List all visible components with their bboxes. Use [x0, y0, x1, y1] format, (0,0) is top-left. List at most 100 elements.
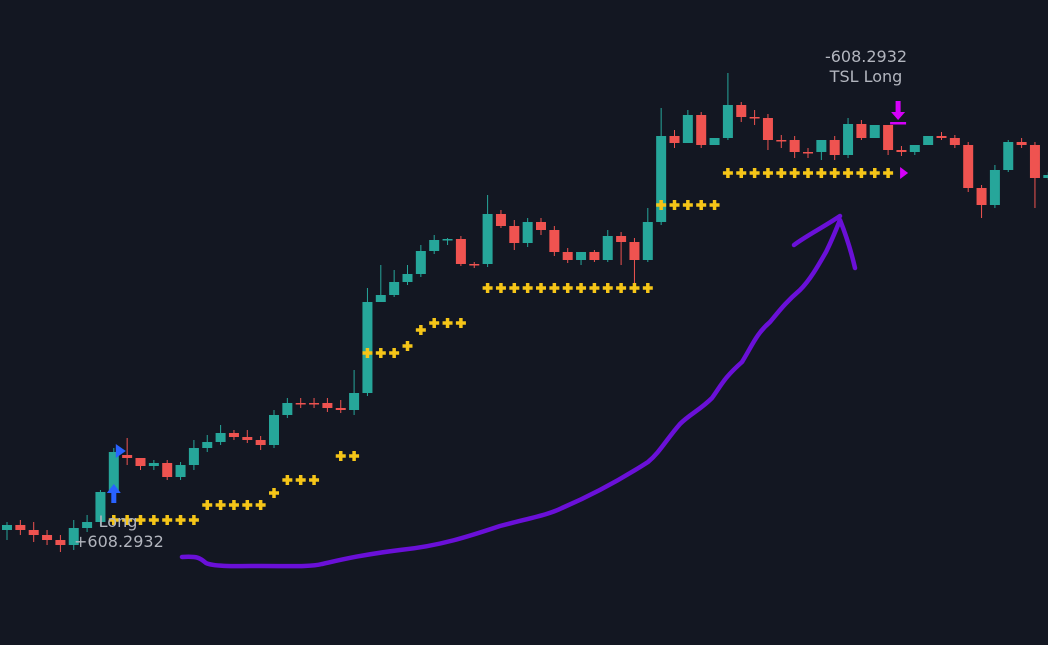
- candle-body: [709, 138, 720, 145]
- candle-body: [789, 140, 800, 152]
- long-entry-text: Long: [98, 512, 138, 531]
- candle: [389, 270, 400, 297]
- stop-marker: [309, 475, 320, 485]
- candle-body: [322, 403, 333, 408]
- stop-marker: [829, 168, 840, 178]
- candle-body: [549, 230, 560, 252]
- stop-marker: [135, 515, 146, 525]
- stop-marker: [495, 283, 506, 293]
- stop-marker: [175, 515, 186, 525]
- stop-marker: [148, 515, 159, 525]
- candle: [629, 238, 640, 285]
- candle-body: [509, 226, 520, 243]
- candle: [642, 208, 653, 262]
- candle: [469, 262, 480, 268]
- candle-body: [482, 214, 493, 264]
- candle-body: [642, 222, 653, 260]
- tsl-exit-arrow-icon: [891, 101, 906, 120]
- stop-marker: [736, 168, 747, 178]
- candle: [1003, 140, 1014, 172]
- stop-marker: [669, 200, 680, 210]
- candle-body: [255, 440, 266, 445]
- candle: [148, 460, 159, 470]
- stop-marker: [642, 283, 653, 293]
- candle: [2, 522, 12, 540]
- candle: [482, 195, 493, 267]
- candle: [215, 425, 226, 445]
- candle-body: [389, 282, 400, 295]
- stop-marker: [362, 348, 373, 358]
- candle: [803, 148, 813, 158]
- stop-marker: [536, 283, 546, 293]
- stop-marker: [883, 168, 894, 178]
- stop-marker: [162, 515, 173, 525]
- candle-body: [616, 236, 627, 242]
- stop-marker: [856, 168, 867, 178]
- candle-body: [55, 540, 66, 545]
- candle-body: [682, 115, 693, 143]
- candle-body: [82, 522, 93, 528]
- stop-marker: [269, 488, 279, 498]
- candle: [963, 142, 974, 192]
- stop-marker: [843, 168, 854, 178]
- signal-markers: [106, 101, 909, 503]
- candle-body: [536, 222, 546, 230]
- stop-marker: [375, 348, 386, 358]
- stop-marker: [442, 318, 453, 328]
- candle-body: [736, 105, 747, 117]
- candle: [135, 458, 146, 470]
- candle-body: [202, 442, 213, 448]
- candle-body: [349, 393, 360, 410]
- candle-body: [215, 433, 226, 442]
- candle: [15, 520, 26, 535]
- candle: [349, 370, 360, 415]
- candle-body: [242, 437, 253, 440]
- candle-body: [856, 124, 867, 138]
- stop-marker: [242, 500, 253, 510]
- candle-body: [1043, 175, 1048, 178]
- candle: [709, 138, 720, 145]
- candle-body: [495, 214, 506, 226]
- candle: [989, 165, 1000, 208]
- stop-marker: [228, 500, 239, 510]
- candle-body: [309, 403, 320, 405]
- candle: [522, 218, 533, 247]
- stop-marker: [509, 283, 520, 293]
- candle: [883, 125, 894, 155]
- tsl-exit-pnl: -608.2932: [824, 47, 908, 66]
- candle-body: [269, 415, 279, 445]
- candle-body: [1016, 142, 1027, 145]
- candle: [68, 520, 79, 550]
- stop-marker: [335, 451, 346, 461]
- candle-body: [629, 242, 640, 260]
- candle: [269, 410, 279, 448]
- candle: [602, 230, 613, 262]
- candle: [242, 430, 253, 443]
- tsl-exit-bar: [890, 122, 907, 125]
- candle-body: [148, 463, 159, 466]
- candle: [682, 110, 693, 143]
- candle-body: [762, 118, 773, 140]
- candle: [816, 140, 827, 160]
- candle-body: [776, 140, 787, 142]
- stop-marker: [455, 318, 466, 328]
- candle-body: [976, 188, 987, 205]
- candle-body: [803, 152, 813, 154]
- candle: [562, 248, 573, 263]
- stop-marker: [349, 451, 360, 461]
- candle: [255, 436, 266, 450]
- candle: [896, 146, 907, 156]
- candle-body: [963, 145, 974, 188]
- candle-body: [1029, 145, 1040, 178]
- candle-body: [843, 124, 854, 155]
- stop-marker: [415, 325, 426, 335]
- long-entry-pnl: +608.2932: [74, 532, 164, 551]
- stop-marker: [188, 515, 199, 525]
- long-entry-triangle-icon: [115, 444, 126, 458]
- candle: [696, 112, 707, 148]
- candle-body: [162, 463, 173, 477]
- candle: [669, 130, 680, 148]
- stop-marker: [562, 283, 573, 293]
- candle: [442, 238, 453, 245]
